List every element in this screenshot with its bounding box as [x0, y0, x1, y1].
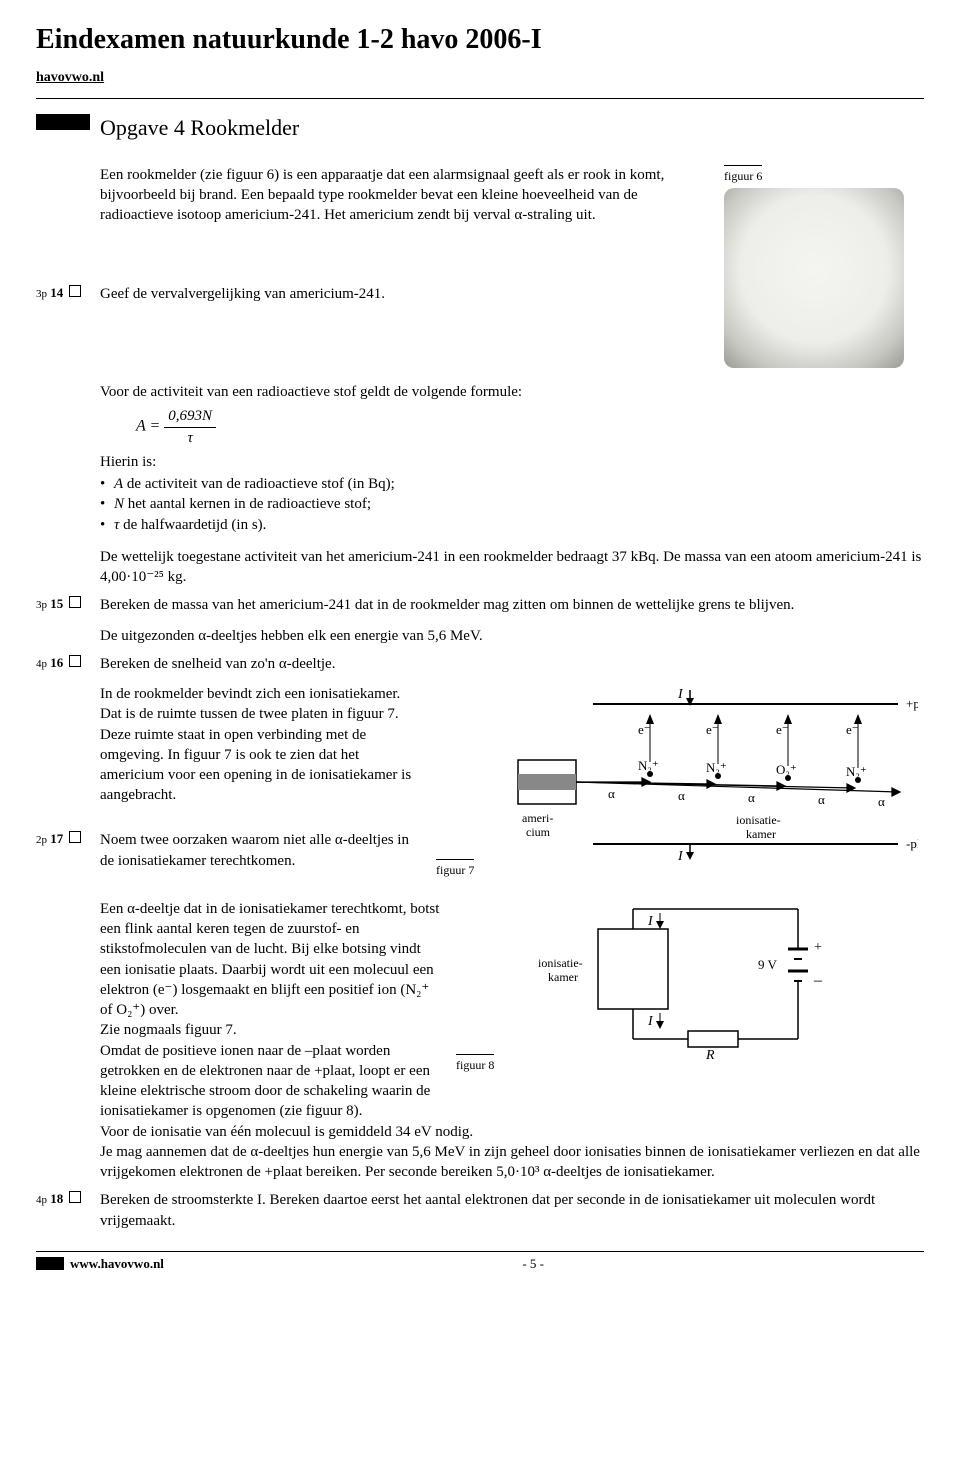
- svg-text:-plaat: -plaat: [906, 836, 918, 851]
- svg-text:R: R: [705, 1048, 715, 1063]
- q16-points: 4p: [36, 658, 47, 670]
- q17-task: Noem twee oorzaken waarom niet alle α-de…: [100, 830, 420, 871]
- q18-para3: Omdat de positieve ionen naar de –plaat …: [100, 1041, 440, 1122]
- svg-text:α: α: [608, 786, 615, 801]
- formula-lead: Voor de activiteit van een radioactieve …: [100, 382, 924, 402]
- q18-para1a: Een α-deeltje dat in de ionisatiekamer t…: [100, 901, 439, 998]
- svg-text:e⁻: e⁻: [706, 722, 719, 737]
- figure-7-diagram: +plaat -plaat I I ameri- cium: [478, 684, 918, 874]
- hierin-is: Hierin is:: [100, 452, 924, 472]
- activity-formula: A = 0,693N τ: [136, 406, 924, 448]
- svg-text:ameri-: ameri-: [522, 811, 553, 825]
- q16-task: Bereken de snelheid van zo'n α-deeltje.: [100, 654, 924, 674]
- svg-text:N₂⁺: N₂⁺: [638, 758, 659, 773]
- q16-number: 16: [50, 655, 63, 670]
- svg-text:I: I: [677, 687, 684, 702]
- svg-text:ionisatie-: ionisatie-: [538, 956, 583, 970]
- svg-text:α: α: [878, 794, 885, 809]
- svg-text:+: +: [814, 940, 822, 955]
- section-title: Opgave 4 Rookmelder: [100, 113, 924, 143]
- svg-text:e⁻: e⁻: [776, 722, 789, 737]
- figure-7-label: figuur 7: [436, 859, 474, 878]
- svg-text:e⁻: e⁻: [638, 722, 651, 737]
- svg-text:α: α: [818, 792, 825, 807]
- svg-text:α: α: [748, 790, 755, 805]
- formula-definitions: A de activiteit van de radioactieve stof…: [100, 474, 924, 535]
- q14-number: 14: [50, 285, 63, 300]
- svg-text:N₂⁺: N₂⁺: [846, 764, 867, 779]
- svg-text:e⁻: e⁻: [846, 722, 859, 737]
- q18-number: 18: [50, 1191, 63, 1206]
- q17-checkbox: [69, 831, 81, 843]
- svg-text:I: I: [677, 849, 684, 864]
- q18-para4: Voor de ionisatie van één molecuul is ge…: [100, 1122, 924, 1142]
- divider-top: [36, 98, 924, 99]
- svg-text:–: –: [813, 972, 823, 989]
- q14-points: 3p: [36, 288, 47, 300]
- q14-intro: Een rookmelder (zie figuur 6) is een app…: [100, 165, 708, 368]
- svg-text:kamer: kamer: [746, 827, 776, 841]
- footer-page-number: - 5 -: [522, 1256, 544, 1272]
- q15-task: Bereken de massa van het americium-241 d…: [100, 595, 924, 615]
- q18-para5: Je mag aannemen dat de α-deeltjes hun en…: [100, 1142, 924, 1183]
- site-label: havovwo.nl: [36, 70, 104, 86]
- figure-6-label: figuur 6: [724, 165, 762, 184]
- q17-number: 17: [50, 831, 63, 846]
- svg-text:cium: cium: [526, 825, 551, 839]
- q18-points: 4p: [36, 1194, 47, 1206]
- figure-6-image: [724, 188, 904, 368]
- footer-url: www.havovwo.nl: [70, 1256, 164, 1272]
- page-title: Eindexamen natuurkunde 1-2 havo 2006-I: [36, 24, 924, 56]
- q18-task: Bereken de stroomsterkte I. Bereken daar…: [100, 1190, 924, 1231]
- figure-8-diagram: ionisatie- kamer: [498, 899, 858, 1069]
- q16-checkbox: [69, 655, 81, 667]
- svg-text:α: α: [678, 788, 685, 803]
- figure-8-label: figuur 8: [456, 1054, 494, 1073]
- svg-text:ionisatie-: ionisatie-: [736, 813, 781, 827]
- q15-intro: De wettelijk toegestane activiteit van h…: [100, 547, 924, 588]
- svg-text:I: I: [647, 914, 654, 929]
- svg-text:9 V: 9 V: [758, 957, 778, 972]
- q18-checkbox: [69, 1191, 81, 1203]
- q17-points: 2p: [36, 834, 47, 846]
- section-marker: [36, 114, 90, 130]
- q15-number: 15: [50, 596, 63, 611]
- q14-task: Geef de vervalvergelijking van americium…: [100, 284, 560, 304]
- svg-text:N₂⁺: N₂⁺: [706, 760, 727, 775]
- svg-text:kamer: kamer: [548, 970, 578, 984]
- svg-text:O₂⁺: O₂⁺: [776, 762, 797, 777]
- svg-text:I: I: [647, 1014, 654, 1029]
- q18-para1b: over.: [149, 1002, 179, 1018]
- q18-para2: Zie nogmaals figuur 7.: [100, 1020, 440, 1040]
- q15-checkbox: [69, 596, 81, 608]
- page-footer: www.havovwo.nl - 5 -: [36, 1251, 924, 1272]
- q14-checkbox: [69, 285, 81, 297]
- q15-points: 3p: [36, 599, 47, 611]
- svg-text:+plaat: +plaat: [906, 696, 918, 711]
- q16-intro: De uitgezonden α-deeltjes hebben elk een…: [100, 626, 924, 646]
